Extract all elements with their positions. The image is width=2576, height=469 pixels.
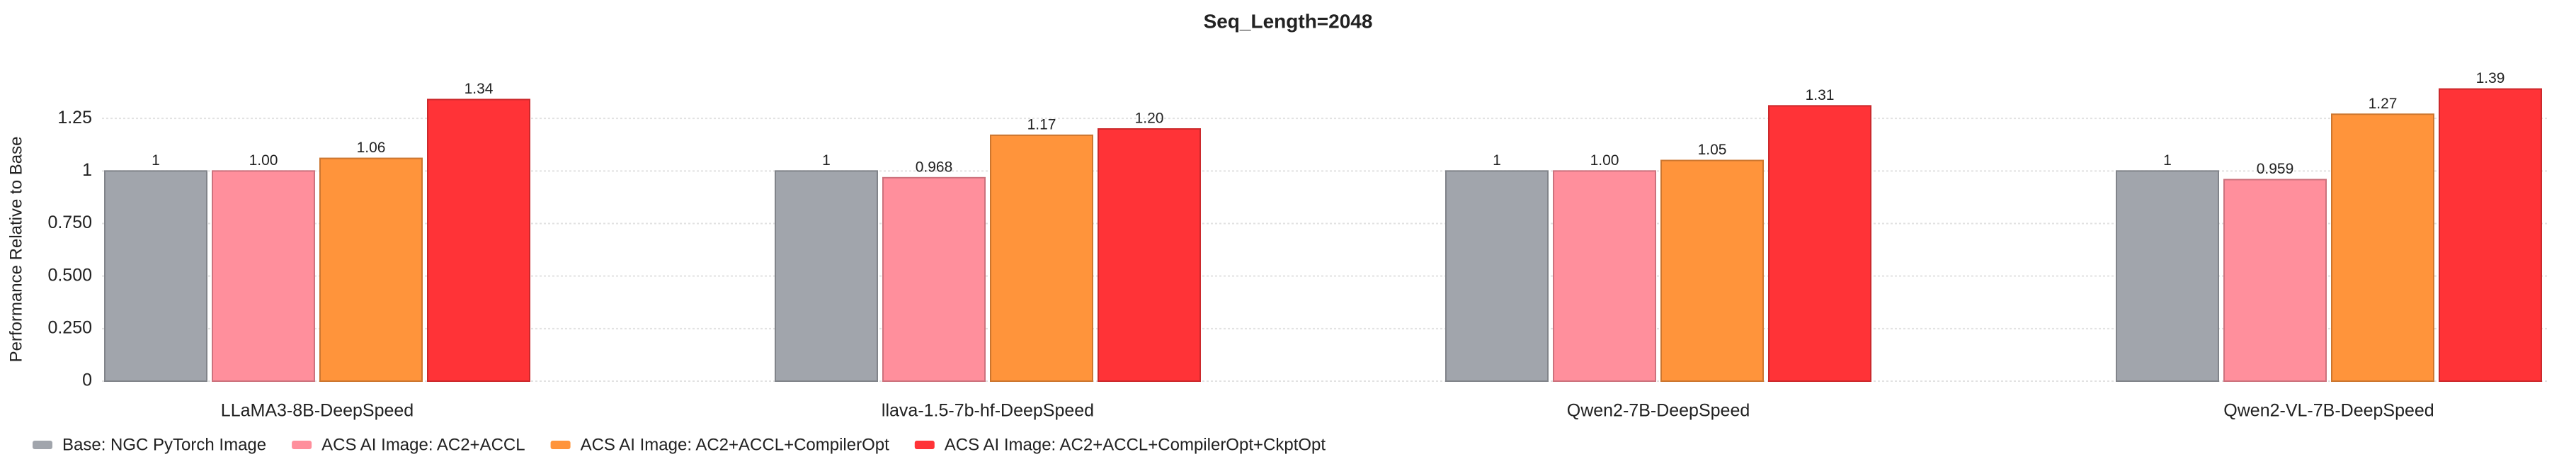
value-label: 1: [1493, 152, 1501, 169]
x-tick-label: Qwen2-VL-7B-DeepSpeed: [2223, 401, 2434, 421]
x-tick-label: LLaMA3-8B-DeepSpeed: [221, 401, 414, 421]
value-label: 1.31: [1806, 87, 1835, 103]
bar: [775, 170, 878, 382]
bar: [104, 170, 207, 382]
value-label: 0.968: [916, 159, 953, 175]
bar: [2439, 88, 2542, 382]
value-label: 1.34: [465, 81, 494, 97]
value-label: 1.06: [357, 140, 386, 156]
value-label: 1: [152, 152, 160, 169]
y-tick-label: 1: [82, 160, 92, 180]
value-label: 0.959: [2257, 161, 2294, 177]
legend-label: ACS AI Image: AC2+ACCL+CompilerOpt: [581, 435, 890, 454]
bar: [1660, 159, 1764, 382]
y-tick-label: 0.750: [47, 213, 92, 232]
y-axis-label: Performance Relative to Base: [6, 137, 25, 363]
bar: [2116, 170, 2219, 382]
y-tick-label: 0: [82, 371, 92, 390]
value-label: 1.20: [1135, 111, 1164, 127]
legend-swatch: [550, 441, 571, 449]
x-tick-label: Qwen2-7B-DeepSpeed: [1567, 401, 1750, 421]
bar: [427, 98, 530, 382]
bar: [1768, 105, 1871, 382]
value-label: 1.00: [1590, 152, 1619, 169]
legend-label: ACS AI Image: AC2+ACCL+CompilerOpt+CkptO…: [945, 435, 1326, 454]
bar: [2223, 179, 2327, 382]
legend-swatch: [292, 441, 312, 449]
bar: [1553, 170, 1656, 382]
bar: [990, 134, 1093, 382]
y-tick-label: 1.25: [57, 108, 92, 128]
y-tick-label: 0.500: [47, 265, 92, 285]
legend-swatch: [33, 441, 52, 449]
bar: [882, 176, 986, 382]
value-label: 1: [2163, 152, 2172, 169]
value-label: 1.05: [1698, 142, 1727, 158]
chart-title: Seq_Length=2048: [1204, 10, 1373, 32]
bar: [319, 157, 423, 383]
bar: [1445, 170, 1549, 382]
legend-label: ACS AI Image: AC2+ACCL: [321, 435, 525, 454]
value-label: 1.00: [249, 152, 278, 169]
y-tick-label: 0.250: [47, 317, 92, 337]
value-label: 1.17: [1027, 116, 1056, 132]
x-tick-label: llava-1.5-7b-hf-DeepSpeed: [882, 401, 1094, 421]
bar: [212, 170, 315, 382]
bar: [1098, 128, 1201, 382]
value-label: 1.39: [2476, 70, 2505, 86]
legend-swatch: [914, 441, 935, 449]
value-label: 1: [822, 152, 831, 169]
value-label: 1.27: [2369, 96, 2398, 112]
bar: [2331, 113, 2434, 382]
legend-label: Base: NGC PyTorch Image: [62, 435, 266, 454]
